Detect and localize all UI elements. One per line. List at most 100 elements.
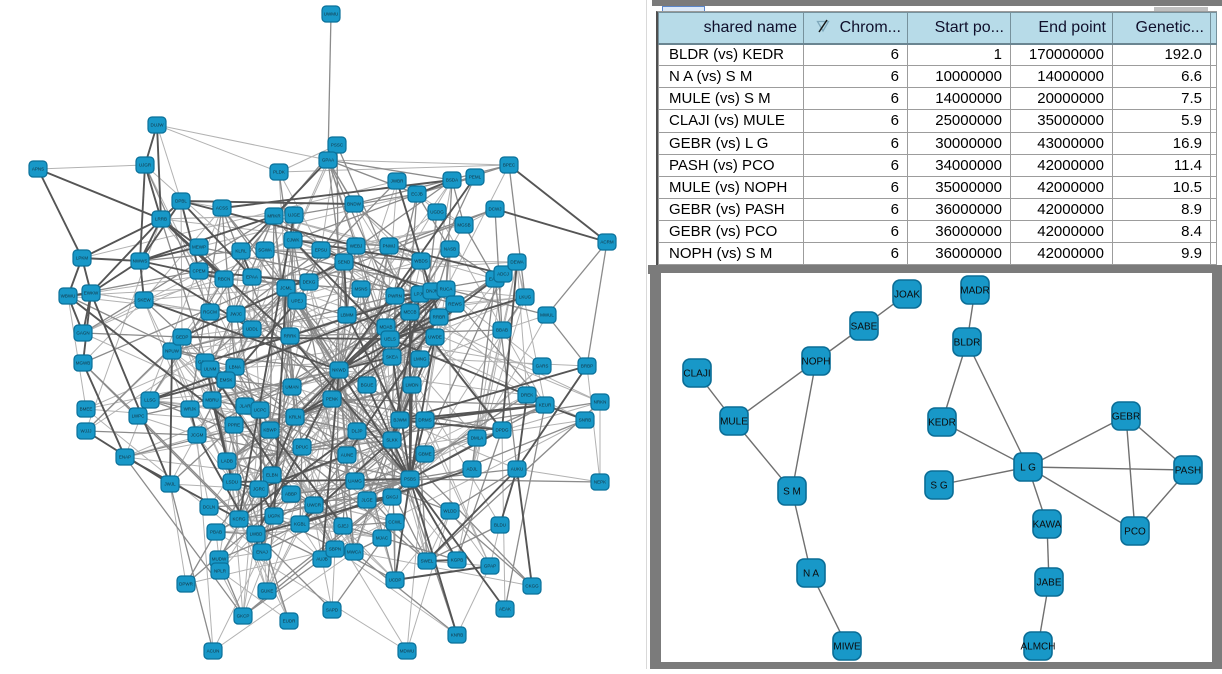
svg-text:RGCM: RGCM bbox=[203, 310, 217, 315]
svg-text:LWBD: LWBD bbox=[250, 532, 263, 537]
svg-text:NKWD: NKWD bbox=[332, 368, 346, 373]
svg-text:S G: S G bbox=[930, 481, 947, 492]
svg-text:BRBP: BRBP bbox=[581, 364, 593, 369]
svg-text:MIWE: MIWE bbox=[833, 642, 861, 653]
svg-text:DUJW: DUJW bbox=[151, 123, 165, 128]
svg-text:UELS: UELS bbox=[384, 337, 396, 342]
svg-text:LPKM: LPKM bbox=[76, 256, 89, 261]
svg-text:AEAK: AEAK bbox=[499, 607, 511, 612]
svg-text:KRLN: KRLN bbox=[289, 415, 301, 420]
svg-text:UCDP: UCDP bbox=[389, 578, 402, 583]
svg-text:JCML: JCML bbox=[280, 286, 292, 291]
svg-text:UPEJ: UPEJ bbox=[291, 299, 303, 304]
svg-text:DLJP: DLJP bbox=[351, 429, 362, 434]
svg-text:LKUG: LKUG bbox=[519, 295, 532, 300]
svg-text:DNJN: DNJN bbox=[426, 289, 438, 294]
svg-text:DPDG: DPDG bbox=[495, 428, 509, 433]
svg-text:JWBR: JWBR bbox=[391, 179, 404, 184]
svg-text:ALMCH: ALMCH bbox=[1020, 642, 1055, 653]
svg-text:BSDA: BSDA bbox=[446, 178, 458, 183]
svg-text:RRRK: RRRK bbox=[284, 334, 297, 339]
svg-text:UWDE: UWDE bbox=[428, 335, 442, 340]
svg-text:N A: N A bbox=[803, 569, 819, 580]
svg-text:UCPC: UCPC bbox=[254, 408, 268, 413]
svg-text:UMAN: UMAN bbox=[285, 385, 298, 390]
svg-text:KEDR: KEDR bbox=[928, 418, 956, 429]
svg-text:GEBR: GEBR bbox=[1112, 412, 1140, 423]
svg-text:PWRN: PWRN bbox=[388, 294, 402, 299]
svg-text:KLRL: KLRL bbox=[235, 249, 247, 254]
svg-text:UGDG: UGDG bbox=[430, 210, 444, 215]
svg-text:EWKW: EWKW bbox=[84, 291, 99, 296]
svg-text:WEBJ: WEBJ bbox=[350, 244, 363, 249]
svg-text:BJWM: BJWM bbox=[393, 418, 406, 423]
svg-text:GEDP: GEDP bbox=[176, 335, 189, 340]
svg-text:NOPH: NOPH bbox=[802, 357, 831, 368]
svg-text:NASB: NASB bbox=[444, 247, 456, 252]
svg-text:SWEL: SWEL bbox=[421, 559, 434, 564]
svg-text:LSDU: LSDU bbox=[226, 480, 238, 485]
svg-text:ACSS: ACSS bbox=[216, 206, 228, 211]
svg-text:LLSG: LLSG bbox=[144, 398, 156, 403]
svg-text:KGPB: KGPB bbox=[451, 558, 464, 563]
svg-text:DPBL: DPBL bbox=[175, 199, 187, 204]
svg-text:JOAK: JOAK bbox=[894, 290, 920, 301]
svg-text:MWUL: MWUL bbox=[540, 313, 554, 318]
svg-text:BNDW: BNDW bbox=[347, 202, 362, 207]
svg-text:MJAC: MJAC bbox=[376, 536, 389, 541]
svg-text:SKEW: SKEW bbox=[137, 298, 151, 303]
svg-text:LMNG: LMNG bbox=[413, 357, 427, 362]
svg-text:PENK: PENK bbox=[326, 397, 338, 402]
svg-text:CKGG: CKGG bbox=[525, 584, 539, 589]
svg-text:JGRC: JGRC bbox=[253, 487, 266, 492]
svg-text:EPAA: EPAA bbox=[246, 275, 258, 280]
svg-text:PSSC: PSSC bbox=[331, 143, 344, 148]
svg-text:MGSB: MGSB bbox=[457, 223, 470, 228]
svg-text:KBWP: KBWP bbox=[263, 428, 276, 433]
svg-text:UJGE: UJGE bbox=[288, 213, 300, 218]
svg-text:WLDD: WLDD bbox=[443, 509, 457, 514]
svg-text:NEPK: NEPK bbox=[594, 480, 606, 485]
svg-text:JLAR: JLAR bbox=[239, 404, 251, 409]
svg-text:EMSK: EMSK bbox=[220, 378, 233, 383]
svg-text:SEND: SEND bbox=[338, 260, 351, 265]
svg-text:KGBL: KGBL bbox=[294, 522, 307, 527]
svg-text:MULE: MULE bbox=[720, 417, 748, 428]
svg-text:GARS: GARS bbox=[536, 364, 549, 369]
svg-text:MEWP: MEWP bbox=[192, 245, 206, 250]
svg-text:UWMU: UWMU bbox=[324, 12, 339, 17]
svg-text:MGWB: MGWB bbox=[76, 361, 91, 366]
svg-text:GKCP: GKCP bbox=[237, 614, 250, 619]
svg-text:EPSU: EPSU bbox=[315, 248, 327, 253]
svg-text:PBAB: PBAB bbox=[210, 530, 222, 535]
svg-text:WBDS: WBDS bbox=[414, 259, 428, 264]
svg-text:LADB: LADB bbox=[221, 459, 233, 464]
svg-text:MADR: MADR bbox=[960, 286, 989, 297]
svg-text:BGUE: BGUE bbox=[361, 383, 374, 388]
svg-text:ULNM: ULNM bbox=[204, 367, 217, 372]
svg-text:WJJJ: WJJJ bbox=[81, 429, 92, 434]
svg-text:LBMM: LBMM bbox=[340, 313, 353, 318]
svg-text:DEKG: DEKG bbox=[303, 280, 316, 285]
svg-text:KCRG: KCRG bbox=[232, 517, 246, 522]
svg-text:DMLA: DMLA bbox=[471, 436, 484, 441]
svg-text:DPWR: DPWR bbox=[179, 582, 193, 587]
svg-text:APNS: APNS bbox=[32, 167, 44, 172]
svg-text:KAWA: KAWA bbox=[1033, 520, 1062, 531]
svg-text:ENAJ: ENAJ bbox=[256, 550, 268, 555]
svg-text:GPAP: GPAP bbox=[484, 564, 496, 569]
svg-text:BLDU: BLDU bbox=[494, 523, 506, 528]
svg-text:MWCA: MWCA bbox=[347, 550, 361, 555]
svg-text:MDWU: MDWU bbox=[400, 649, 415, 654]
svg-text:UDDL: UDDL bbox=[246, 327, 259, 332]
svg-text:REWS: REWS bbox=[448, 302, 462, 307]
svg-text:PASH: PASH bbox=[1175, 466, 1202, 477]
svg-text:SNRB: SNRB bbox=[579, 418, 592, 423]
svg-text:SBPN: SBPN bbox=[329, 547, 341, 552]
svg-text:WBWU: WBWU bbox=[61, 294, 76, 299]
svg-text:SAPD: SAPD bbox=[326, 608, 339, 613]
svg-text:PNWJ: PNWJ bbox=[383, 244, 396, 249]
svg-text:JWJL: JWJL bbox=[164, 482, 176, 487]
svg-text:CJWK: CJWK bbox=[287, 238, 300, 243]
svg-text:BPEC: BPEC bbox=[503, 163, 516, 168]
